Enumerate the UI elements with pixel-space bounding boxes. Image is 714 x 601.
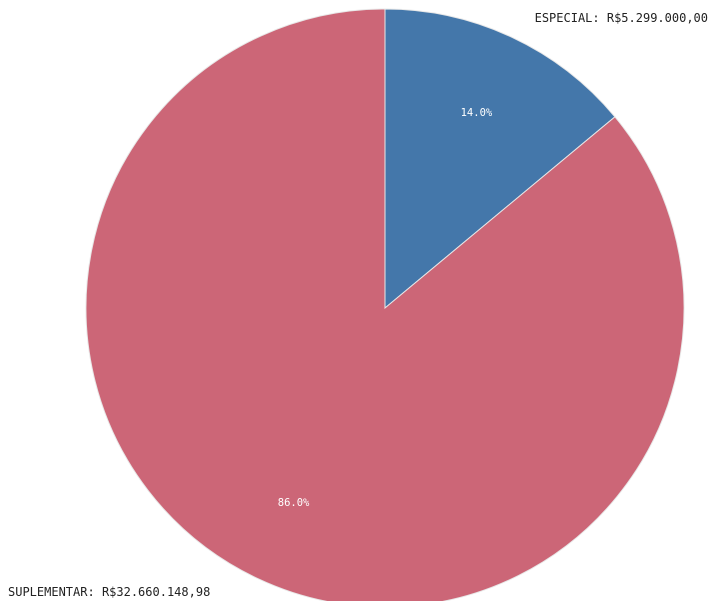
percent-labels: 14.0% 86.0% <box>278 107 493 509</box>
pie-slice-suplementar <box>85 8 685 601</box>
pie-slices <box>85 8 685 601</box>
category-name: SUPLEMENTAR <box>8 585 88 599</box>
category-separator: : <box>592 11 606 25</box>
category-value: R$32.660.148,98 <box>102 585 210 599</box>
percent-label-suplementar: 86.0% <box>278 497 310 509</box>
category-name: ESPECIAL <box>535 11 593 25</box>
category-value: R$5.299.000,00 <box>607 11 708 25</box>
percent-label-especial: 14.0% <box>461 107 493 119</box>
category-label-suplementar: SUPLEMENTAR: R$32.660.148,98 <box>8 585 210 599</box>
category-labels: ESPECIAL: R$5.299.000,00 SUPLEMENTAR: R$3… <box>8 11 708 599</box>
pie-slice-especial <box>384 8 616 310</box>
category-separator: : <box>87 585 101 599</box>
category-label-especial: ESPECIAL: R$5.299.000,00 <box>535 11 708 25</box>
